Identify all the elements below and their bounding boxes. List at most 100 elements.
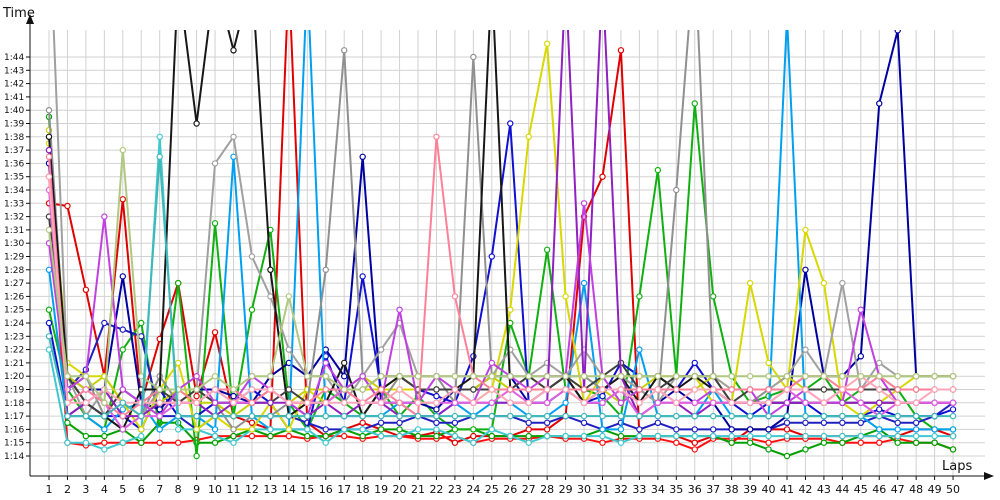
- data-point: [285, 399, 293, 406]
- data-point: [525, 133, 532, 140]
- data-point: [839, 412, 846, 420]
- data-point: [322, 432, 329, 440]
- x-tick-label: 1: [46, 483, 53, 496]
- y-tick-label: 1:41: [4, 93, 24, 103]
- data-point: [543, 373, 551, 380]
- data-point: [802, 346, 809, 353]
- data-point: [525, 419, 532, 426]
- data-point: [341, 426, 348, 433]
- data-point: [433, 406, 440, 413]
- data-point: [949, 412, 957, 420]
- series-22: [45, 153, 957, 420]
- y-tick-label: 1:19: [4, 386, 24, 396]
- data-point: [138, 333, 145, 340]
- data-point: [746, 412, 754, 420]
- x-tick-label: 39: [743, 483, 757, 496]
- data-point: [599, 386, 606, 393]
- y-tick-label: 1:28: [4, 266, 24, 276]
- x-tick-label: 35: [669, 483, 683, 496]
- data-point: [912, 419, 920, 426]
- data-point: [267, 412, 274, 420]
- data-point: [802, 266, 809, 273]
- data-point: [562, 432, 569, 440]
- y-tick-label: 1:36: [4, 159, 24, 169]
- data-point: [857, 412, 865, 420]
- data-point: [45, 266, 53, 273]
- data-point: [765, 426, 772, 433]
- y-tick-label: 1:24: [4, 319, 24, 329]
- x-tick-label: 32: [614, 483, 628, 496]
- data-point: [82, 286, 90, 293]
- data-point: [377, 386, 385, 393]
- data-point: [802, 226, 809, 234]
- x-tick-label: 9: [193, 483, 200, 496]
- data-point: [193, 412, 200, 420]
- data-point: [746, 399, 754, 406]
- data-point: [488, 432, 495, 440]
- x-tick-label: 45: [854, 483, 868, 496]
- data-point: [894, 399, 901, 406]
- data-point: [267, 373, 274, 380]
- data-point: [304, 432, 311, 440]
- data-point: [710, 293, 717, 300]
- data-point: [765, 399, 772, 406]
- data-point: [525, 412, 532, 420]
- data-point: [599, 399, 606, 406]
- data-point: [377, 346, 385, 353]
- data-point: [470, 432, 477, 440]
- data-point: [377, 432, 385, 440]
- data-point: [211, 439, 219, 446]
- data-point: [211, 426, 219, 433]
- data-point: [119, 346, 127, 353]
- x-tick-label: 27: [522, 483, 536, 496]
- data-point: [802, 446, 809, 453]
- y-tick-label: 1:23: [4, 332, 24, 342]
- x-tick-label: 13: [263, 483, 277, 496]
- y-tick-label: 1:14: [4, 452, 24, 462]
- data-point: [322, 373, 329, 380]
- data-point: [710, 432, 717, 440]
- series-line: [52, 30, 954, 418]
- data-point: [839, 373, 846, 380]
- series-line: [48, 30, 954, 431]
- data-point: [433, 133, 440, 140]
- data-point: [876, 100, 883, 107]
- data-point: [193, 392, 200, 400]
- data-point: [802, 386, 809, 393]
- data-point: [45, 319, 53, 327]
- data-point: [156, 386, 163, 393]
- data-point: [82, 439, 90, 446]
- x-tick-label: 10: [208, 483, 222, 496]
- data-point: [728, 373, 735, 380]
- data-point: [876, 386, 883, 393]
- data-point: [488, 359, 495, 367]
- data-point: [765, 439, 772, 446]
- data-point: [857, 432, 865, 440]
- x-tick-label: 3: [82, 483, 89, 496]
- data-point: [451, 399, 459, 406]
- series-layer: [45, 30, 957, 460]
- data-point: [433, 419, 440, 426]
- data-point: [783, 419, 791, 426]
- data-point: [230, 399, 237, 406]
- x-tick-label: 25: [485, 483, 499, 496]
- data-point: [543, 412, 551, 420]
- data-point: [230, 412, 237, 420]
- data-point: [396, 399, 403, 406]
- data-point: [211, 220, 219, 227]
- data-point: [525, 386, 532, 393]
- data-point: [285, 412, 293, 420]
- x-tick-label: 29: [559, 483, 573, 496]
- data-point: [949, 373, 957, 380]
- data-point: [45, 173, 53, 180]
- y-tick-label: 1:37: [4, 146, 24, 156]
- data-point: [101, 213, 108, 220]
- data-point: [470, 439, 477, 446]
- data-point: [802, 412, 809, 420]
- data-point: [710, 373, 717, 380]
- series-4: [45, 100, 957, 460]
- data-point: [599, 432, 606, 440]
- data-point: [912, 426, 920, 433]
- data-point: [174, 279, 182, 287]
- y-tick-label: 1:17: [4, 412, 24, 422]
